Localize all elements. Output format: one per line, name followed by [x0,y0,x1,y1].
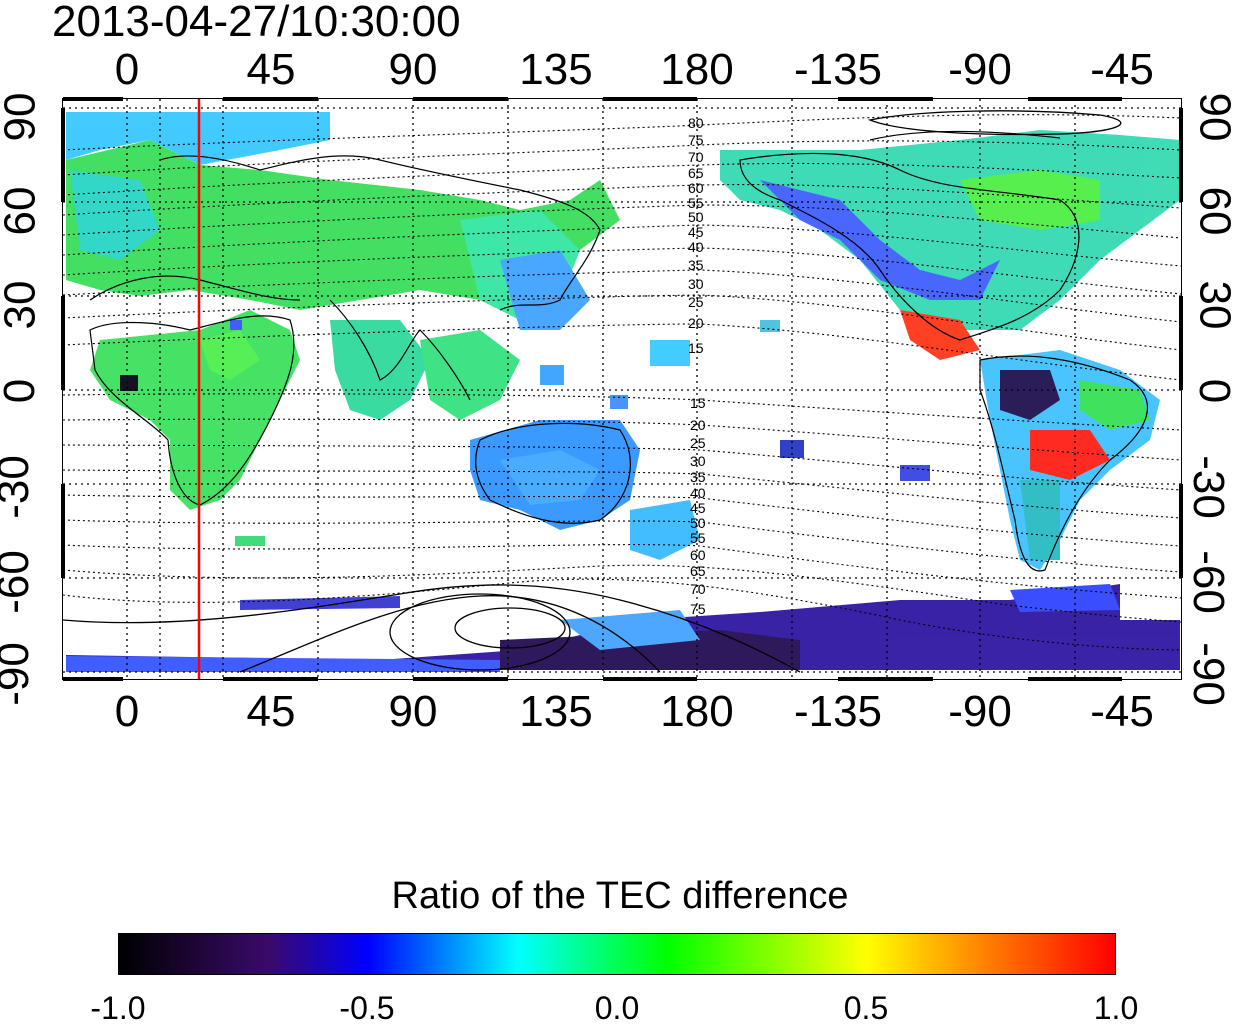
timestamp-title: 2013-04-27/10:30:00 [52,0,461,46]
contour-label: 35 [690,469,706,485]
top-lon-tick: -135 [793,45,883,94]
contour-label: 40 [690,485,706,501]
contour-label: 75 [688,132,704,148]
bottom-lon-tick: 180 [660,687,734,736]
top-lon-tick: -45 [1090,45,1154,94]
contour-label: 55 [688,195,704,211]
colorbar-tick-label: -1.0 [90,990,146,1026]
top-lon-tick: 0 [114,45,140,94]
top-lon-tick: 135 [519,45,593,94]
colorbar-tick-label: 1.0 [1093,990,1139,1026]
top-lon-tick: 90 [388,45,438,94]
bottom-lon-tick: 90 [388,687,438,736]
contour-label: 40 [688,239,704,255]
contour-label: 15 [688,340,704,356]
contour-label: 60 [690,547,706,563]
contour-label: 50 [690,515,706,531]
bottom-lon-tick: -45 [1090,687,1154,736]
colorbar-tick-label: 0.5 [843,990,889,1026]
auroral-oval-contours [63,110,1122,673]
contour-label: 50 [688,209,704,225]
contour-label: 15 [690,395,706,411]
colorbar-title: Ratio of the TEC difference [391,875,849,917]
bottom-lon-tick: -90 [948,687,1012,736]
map-frame [62,98,1182,680]
top-lon-tick: 45 [246,45,296,94]
contour-labels: 80 75 70 65 60 55 50 45 40 35 30 25 20 1… [688,115,706,617]
bottom-lon-tick: 135 [519,687,593,736]
contour-label: 20 [690,417,706,433]
bottom-lon-tick: 45 [246,687,296,736]
contour-label: 60 [688,180,704,196]
contour-label: 30 [690,453,706,469]
contour-label: 65 [688,165,704,181]
bottom-lon-tick: 0 [114,687,140,736]
contour-label: 70 [690,581,706,597]
colorbar-tick-label: 0.0 [594,990,640,1026]
coastlines [89,130,1148,572]
contour-label: 80 [688,115,704,131]
top-lon-tick: 180 [660,45,734,94]
contour-label: 45 [690,500,706,516]
contour-label: 45 [688,224,704,240]
magnetic-contours [63,114,1181,651]
contour-label: 35 [688,257,704,273]
top-lon-tick: -90 [948,45,1012,94]
contour-label: 70 [688,149,704,165]
contour-label: 55 [690,530,706,546]
contour-label: 30 [688,276,704,292]
colorbar-tick-label: -0.5 [339,990,395,1026]
contour-label: 75 [690,601,706,617]
colorbar [118,933,1116,975]
bottom-lon-tick: -135 [793,687,883,736]
contour-label: 25 [688,294,704,310]
contour-label: 65 [690,563,706,579]
contour-label: 25 [690,435,706,451]
contour-label: 20 [688,315,704,331]
